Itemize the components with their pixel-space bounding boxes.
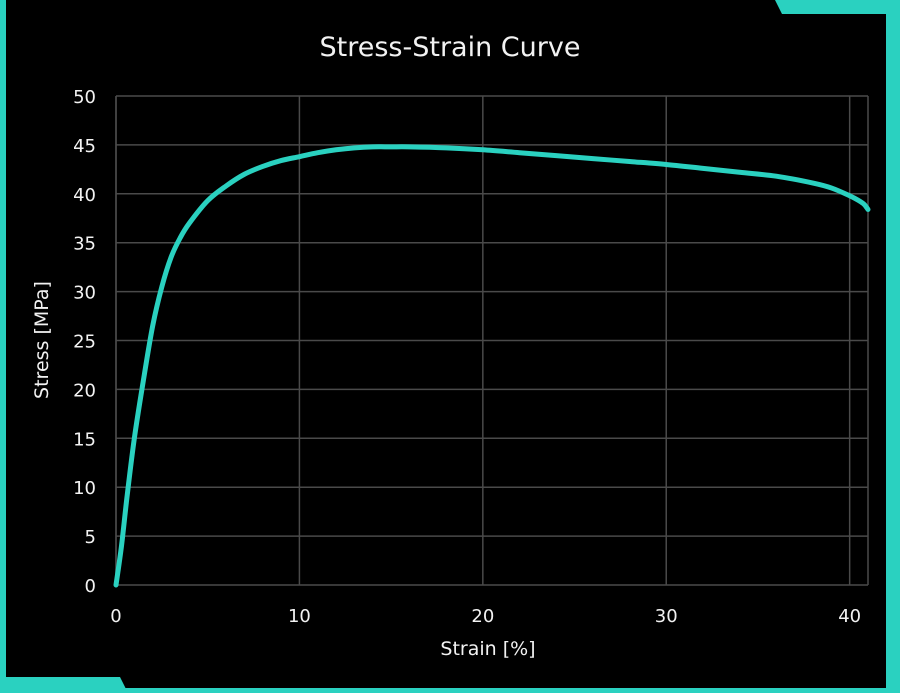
x-tick-label: 20	[471, 606, 494, 627]
chart-title: Stress-Strain Curve	[320, 32, 581, 63]
axes	[115, 96, 869, 585]
y-tick-label: 40	[73, 185, 96, 206]
grid	[115, 95, 868, 586]
y-tick-label: 30	[73, 283, 96, 304]
y-tick-label: 45	[73, 136, 96, 157]
y-tick-label: 5	[85, 527, 96, 548]
x-tick-label: 10	[288, 606, 311, 627]
x-tick-label: 0	[110, 606, 121, 627]
series-line	[113, 144, 871, 588]
x-tick-label: 40	[838, 606, 861, 627]
border-right	[886, 0, 900, 693]
x-axis-label: Strain [%]	[440, 638, 535, 660]
y-tick-label: 35	[73, 234, 96, 255]
border-left	[0, 0, 6, 693]
x-tick-labels: 0 10 20 30 40	[110, 606, 861, 627]
y-tick-label: 25	[73, 332, 96, 353]
x-tick-label: 30	[655, 606, 678, 627]
y-tick-label: 50	[73, 87, 96, 108]
y-tick-label: 10	[73, 478, 96, 499]
y-tick-label: 20	[73, 380, 96, 401]
y-tick-label: 0	[85, 576, 96, 597]
border-bottom	[0, 688, 900, 693]
y-tick-labels: 0 5 10 15 20 25 30 35 40 45 50	[73, 87, 96, 597]
y-axis-label: Stress [MPa]	[31, 281, 53, 399]
border-top-left	[0, 0, 900, 14]
y-tick-label: 15	[73, 429, 96, 450]
series-layer	[113, 144, 871, 588]
